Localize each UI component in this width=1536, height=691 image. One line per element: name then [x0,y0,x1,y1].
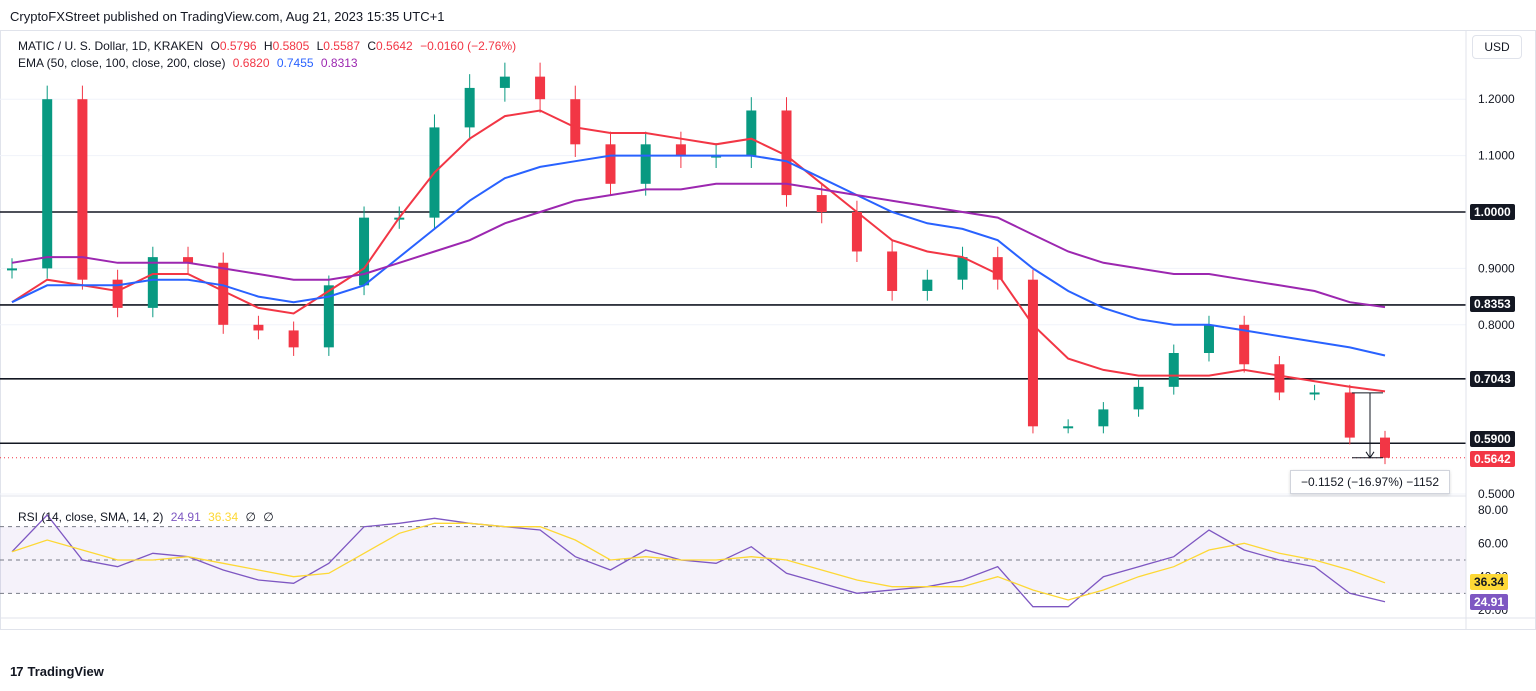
candle-body [781,110,792,196]
candle-body [183,257,194,263]
candle-body [675,144,686,156]
ema50-value: 0.6820 [232,56,270,70]
open-label: O [210,39,220,53]
price-axis-tick: 1.2000 [1478,92,1515,106]
last-price-label: 0.5642 [1470,451,1515,467]
candle-body [1203,324,1214,353]
candle-body [1309,392,1320,395]
close-label: C [367,39,377,53]
ema200-value: 0.8313 [320,56,358,70]
candle-body [1344,392,1355,438]
candle-body [7,268,17,271]
candle-body [1239,324,1250,365]
candle-body [992,257,1003,280]
rsi-badge: 24.91 [1470,594,1509,610]
close-value: 0.5642 [376,39,413,53]
candle-body [1380,437,1390,458]
symbol-title[interactable]: MATIC / U. S. Dollar, 1D, KRAKEN [18,39,204,53]
rsi-na-2: ∅ [263,510,274,524]
level-label-2: 0.8353 [1470,296,1515,312]
brand-name: TradingView [27,664,104,679]
rsi-axis-tick: 60.00 [1478,536,1508,550]
ema-legend: EMA (50, close, 100, close, 200, close) … [18,56,362,70]
candle-body [147,257,158,308]
candle-body [640,144,651,184]
rsi-label[interactable]: RSI (14, close, SMA, 14, 2) [18,510,164,524]
high-label: H [263,39,273,53]
candle-body [851,212,862,252]
tradingview-logo[interactable]: 17 TradingView [10,664,104,679]
price-axis-tick: 0.5000 [1478,487,1515,501]
candle-body [957,257,968,280]
ema100-line [11,154,1386,357]
candle-body [359,217,370,286]
publish-line: CryptoFXStreet published on TradingView.… [10,9,445,24]
change-value: −0.0160 (−2.76%) [420,39,517,53]
candle-body [288,330,299,348]
level-label-1: 1.0000 [1470,204,1515,220]
open-value: 0.5796 [219,39,257,53]
candle-body [816,195,827,212]
candle-body [112,279,123,308]
level-label-3: 0.7043 [1470,371,1515,387]
candle-body [1168,353,1179,387]
high-value: 0.5805 [272,39,310,53]
ema200-line [11,182,1386,309]
measure-arrow-icon [1365,451,1375,459]
candle-body [1027,279,1038,427]
candle-body [922,279,933,291]
ema50-line [11,109,1386,393]
price-axis-tick: 0.9000 [1478,261,1515,275]
candle-body [1098,409,1109,427]
candle-body [253,324,264,331]
candle-body [535,76,546,100]
low-label: L [316,39,324,53]
candle-body [499,76,510,88]
tradingview-logo-icon: 17 [10,664,24,679]
candle-body [570,99,581,145]
low-value: 0.5587 [323,39,360,53]
price-axis-tick: 1.1000 [1478,149,1515,163]
rsi-sma-line [11,522,1386,601]
rsi-na-1: ∅ [245,510,256,524]
candle-body [605,144,616,184]
candle-body [42,99,53,269]
candle-body [218,262,229,325]
candle-body [1133,386,1144,410]
candle-body [746,110,757,156]
candle-body [711,155,722,158]
rsi-value: 24.91 [170,510,201,524]
price-axis-tick: 0.8000 [1478,318,1515,332]
rsi-axis-tick: 80.00 [1478,503,1508,517]
ema100-value: 0.7455 [276,56,314,70]
ema-label[interactable]: EMA (50, close, 100, close, 200, close) [18,56,226,70]
candle-body [323,285,334,348]
rsi-legend: RSI (14, close, SMA, 14, 2) 24.91 36.34 … [18,510,278,524]
candle-body [464,87,475,128]
rsi-sma-value: 36.34 [208,510,239,524]
symbol-legend: MATIC / U. S. Dollar, 1D, KRAKEN O0.5796… [18,39,520,53]
candle-body [1063,426,1074,429]
candle-body [887,251,898,291]
currency-button[interactable]: USD [1472,35,1522,59]
candle-body [1274,364,1285,393]
rsi-line [11,514,1386,608]
measure-readout[interactable]: −0.1152 (−16.97%) −1152 [1290,470,1450,494]
rsi-sma-badge: 36.34 [1470,574,1509,590]
level-label-4: 0.5900 [1470,431,1515,447]
candle-body [77,99,88,280]
